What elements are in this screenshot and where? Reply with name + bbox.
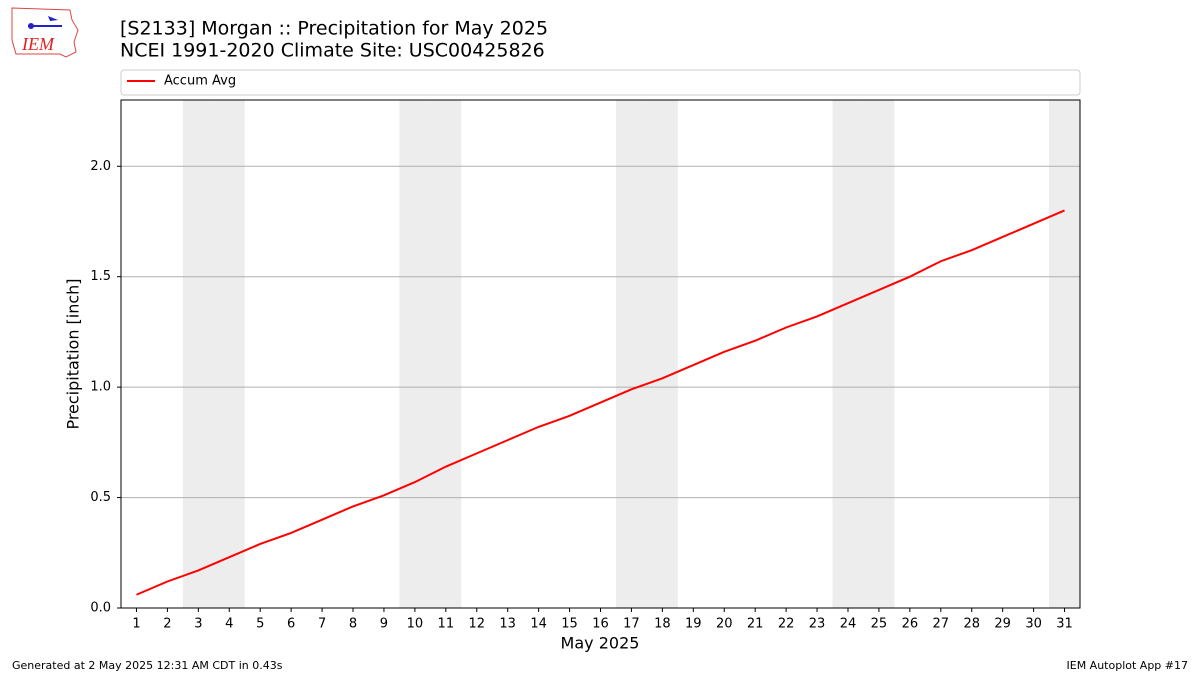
data-line: [136, 209, 1065, 596]
x-tick-label: 6: [287, 617, 295, 632]
y-tick-label: 1.0: [90, 380, 111, 395]
x-tick-label: 5: [256, 617, 264, 632]
weekend-shade: [399, 100, 431, 608]
x-tick-label: 8: [349, 617, 357, 632]
y-tick-label: 0.0: [90, 601, 111, 616]
x-tick-label: 17: [623, 617, 640, 632]
x-tick-label: 2: [163, 617, 171, 632]
chart-subtitle: NCEI 1991-2020 Climate Site: USC00425826: [120, 40, 545, 62]
x-tick-label: 26: [902, 617, 919, 632]
x-tick-label: 31: [1056, 617, 1073, 632]
y-axis-label: Precipitation [inch]: [64, 278, 83, 429]
x-tick-label: 13: [499, 617, 516, 632]
x-tick-label: 25: [871, 617, 888, 632]
weekend-shade: [646, 100, 678, 608]
x-tick-label: 28: [963, 617, 980, 632]
x-tick-label: 20: [716, 617, 733, 632]
logo: IEM: [11, 7, 79, 58]
x-tick-label: 19: [685, 617, 702, 632]
x-tick-label: 12: [468, 617, 485, 632]
weekend-shade: [863, 100, 895, 608]
x-tick-label: 9: [380, 617, 388, 632]
legend-box: [120, 69, 1081, 96]
x-tick-label: 11: [438, 617, 455, 632]
weekend-shade: [832, 100, 864, 608]
x-tick-label: 18: [654, 617, 671, 632]
x-tick-label: 15: [561, 617, 578, 632]
x-tick-label: 23: [809, 617, 826, 632]
legend-label: Accum Avg: [164, 74, 236, 89]
weekend-shade: [213, 100, 245, 608]
y-tick-label: 2.0: [90, 159, 111, 174]
x-tick-label: 21: [747, 617, 764, 632]
footer-left: Generated at 2 May 2025 12:31 AM CDT in …: [12, 659, 283, 672]
x-tick-label: 10: [407, 617, 424, 632]
x-tick-label: 4: [225, 617, 233, 632]
weekend-shade: [430, 100, 462, 608]
x-tick-label: 16: [592, 617, 609, 632]
x-tick-label: 14: [530, 617, 547, 632]
y-tick-label: 1.5: [90, 269, 111, 284]
x-tick-label: 27: [933, 617, 950, 632]
logo-text: IEM: [21, 34, 55, 54]
y-tick-label: 0.5: [90, 490, 111, 505]
chart-title: [S2133] Morgan :: Precipitation for May …: [120, 18, 548, 40]
x-tick-label: 24: [840, 617, 857, 632]
x-tick-label: 22: [778, 617, 795, 632]
x-tick-label: 3: [194, 617, 202, 632]
x-tick-label: 29: [994, 617, 1011, 632]
weekend-shade: [182, 100, 214, 608]
weekend-shade: [615, 100, 647, 608]
weekend-shade: [1049, 100, 1080, 608]
x-tick-label: 30: [1025, 617, 1042, 632]
x-axis-label: May 2025: [561, 634, 640, 653]
footer-right: IEM Autoplot App #17: [1067, 659, 1189, 672]
plot-frame: [120, 99, 1081, 609]
x-tick-label: 1: [132, 617, 140, 632]
x-tick-label: 7: [318, 617, 326, 632]
